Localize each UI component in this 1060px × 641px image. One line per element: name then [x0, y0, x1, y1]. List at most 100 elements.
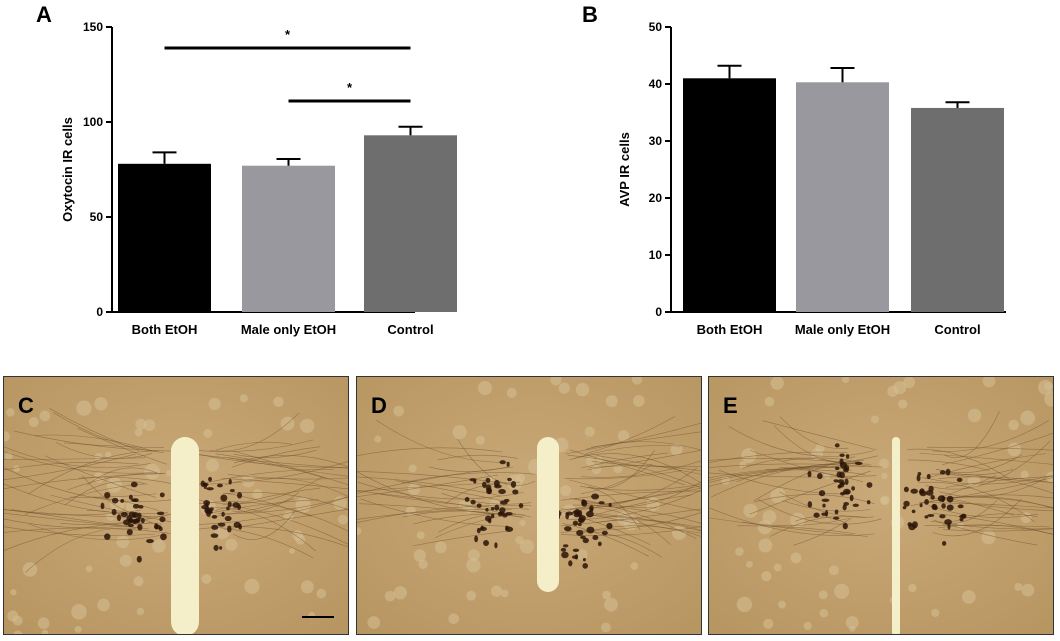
neural-fiber [585, 494, 691, 519]
stained-neuron [104, 491, 111, 499]
neural-fiber [907, 448, 1012, 481]
stained-neuron [839, 471, 845, 479]
neural-fiber [564, 470, 682, 480]
neural-fiber [941, 475, 997, 498]
stained-neuron [205, 502, 209, 508]
micrograph-e: E [708, 376, 1054, 635]
neural-fiber [926, 446, 1053, 451]
y-tick-label: 20 [649, 191, 663, 205]
neural-fiber [585, 441, 701, 451]
panel-label-b: B [582, 2, 598, 27]
stained-neuron [911, 509, 916, 514]
tissue-speckle [762, 510, 777, 524]
stained-neuron [100, 502, 105, 510]
stained-neuron [156, 511, 165, 516]
stained-neuron [572, 520, 579, 526]
tissue-speckle [764, 396, 775, 407]
stained-neuron [903, 500, 910, 507]
neural-fiber [587, 515, 701, 532]
tissue-speckle [773, 563, 782, 572]
stained-neuron [237, 492, 243, 499]
neural-fiber [49, 408, 140, 451]
stained-neuron [941, 540, 947, 546]
neural-fiber [931, 420, 1049, 452]
stained-neuron [211, 524, 219, 530]
stained-neuron [111, 497, 119, 504]
stained-neuron [232, 502, 240, 508]
tissue-speckle [273, 396, 284, 407]
stained-neuron [482, 481, 487, 488]
stained-neuron [229, 489, 235, 493]
stained-neuron [586, 510, 594, 518]
neural-fiber [28, 450, 159, 495]
stained-neuron [582, 537, 589, 544]
micrograph-label-c: C [18, 393, 34, 418]
stained-neuron [591, 493, 600, 500]
tissue-speckle [252, 489, 263, 500]
neural-fiber [709, 451, 848, 463]
tissue-speckle [585, 456, 595, 467]
tissue-speckle [434, 541, 447, 554]
tissue-speckle [1008, 419, 1019, 431]
tissue-speckle [746, 560, 753, 568]
micrograph-c-image [4, 377, 348, 634]
neural-fiber [782, 457, 858, 463]
stained-neuron [945, 468, 951, 476]
stained-neuron [840, 481, 846, 486]
stained-neuron [137, 523, 143, 531]
stained-neuron [939, 514, 946, 519]
stained-neuron [498, 489, 506, 495]
stained-neuron [485, 507, 489, 512]
tissue-speckle [601, 622, 611, 633]
tissue-speckle [105, 451, 112, 458]
stained-neuron [946, 495, 954, 503]
neural-fiber [736, 466, 852, 483]
neural-fiber [357, 471, 510, 515]
stained-neuron [568, 560, 573, 567]
neural-fiber [70, 493, 157, 498]
neural-fiber [86, 510, 155, 524]
tissue-speckle [500, 589, 509, 598]
stained-neuron [924, 499, 929, 505]
tissue-speckle [834, 583, 850, 599]
stained-neuron [485, 477, 491, 483]
stained-neuron [502, 513, 508, 518]
neural-fiber [560, 507, 672, 546]
stained-neuron [839, 453, 845, 457]
tissue-speckle [201, 573, 212, 584]
tissue-speckle [214, 524, 230, 540]
stained-neuron [140, 517, 145, 524]
stained-neuron [560, 547, 567, 552]
stained-neuron [960, 513, 967, 519]
y-axis-title: AVP IR cells [617, 132, 632, 207]
stained-neuron [138, 504, 144, 509]
tissue-speckle [770, 487, 786, 504]
stained-neuron [227, 501, 232, 508]
neural-fiber [569, 497, 657, 509]
neural-fiber [428, 466, 511, 472]
tissue-speckle [845, 616, 859, 630]
stained-neuron [127, 523, 134, 528]
stained-neuron [834, 466, 840, 471]
tissue-speckle [22, 562, 38, 577]
stained-neuron [159, 516, 166, 523]
tissue-speckle [76, 400, 92, 416]
stained-neuron [470, 499, 476, 505]
stained-neuron [844, 490, 850, 495]
tissue-speckle [584, 426, 595, 437]
tissue-speckle [374, 435, 382, 443]
third-ventricle [892, 437, 900, 634]
micrograph-e-image [709, 377, 1053, 634]
stained-neuron [473, 479, 477, 484]
stained-neuron [597, 541, 602, 547]
neural-fiber [773, 425, 860, 464]
neural-fiber [565, 422, 701, 455]
stained-neuron [507, 477, 512, 482]
stained-neuron [606, 522, 613, 530]
neural-fiber [939, 475, 1050, 498]
stained-neuron [136, 555, 142, 563]
tissue-speckle [85, 565, 93, 573]
stained-neuron [957, 504, 964, 509]
tissue-speckle [1014, 583, 1023, 592]
stained-neuron [845, 454, 850, 459]
